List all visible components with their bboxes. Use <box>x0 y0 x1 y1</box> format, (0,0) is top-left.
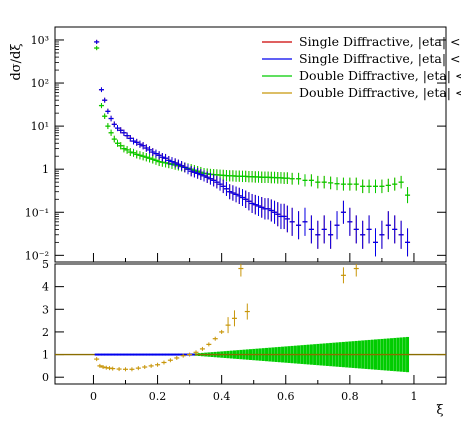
ratio-y-tick-label: 2 <box>42 326 49 339</box>
ratio-y-tick-label: 5 <box>42 258 49 271</box>
legend-label: Double Diffractive, |eta| < 5 <box>299 85 461 100</box>
x-tick-label: 0.2 <box>149 390 167 403</box>
ratio-y-tick-label: 3 <box>42 303 49 316</box>
main-y-axis-label: dσ/dξ <box>9 43 24 80</box>
legend-label: Single Diffractive, |eta| < 5 <box>299 34 461 49</box>
x-tick-label: 0 <box>90 390 97 403</box>
ratio-y-tick-label: 4 <box>42 281 49 294</box>
x-axis-label: ξ <box>436 403 443 418</box>
ratio-panel-frame <box>54 263 447 385</box>
ratio-y-tick-label: 1 <box>42 349 49 362</box>
main-y-tick-label: 10⁻¹ <box>25 206 49 219</box>
series-2 <box>94 45 411 204</box>
ratio-ticks: 0 1 2 3 4 5 0 0.2 0.4 0.6 0.8 1 <box>42 258 446 403</box>
main-panel-frame <box>54 26 447 263</box>
series-1 <box>94 39 411 257</box>
main-panel: 10³ 10² 10¹ 1 10⁻¹ 10⁻² dσ/dξ Single Diffract… <box>9 26 461 263</box>
legend-label: Double Diffractive, |eta| < 5 <box>299 68 461 83</box>
ratio-y-tick-label: 0 <box>42 371 49 384</box>
main-y-tick-label: 1 <box>42 163 49 176</box>
main-series-layer <box>94 39 411 257</box>
x-tick-label: 1 <box>410 390 417 403</box>
main-y-ticks: 10³ 10² 10¹ 1 10⁻¹ 10⁻² <box>25 26 446 262</box>
legend-label: Single Diffractive, |eta| < 5 <box>299 51 461 66</box>
main-y-tick-label: 10³ <box>31 34 49 47</box>
ratio-layer <box>55 264 446 373</box>
main-y-tick-label: 10² <box>31 77 49 90</box>
x-tick-label: 0.6 <box>277 390 295 403</box>
x-tick-label: 0.8 <box>341 390 359 403</box>
legend: Single Diffractive, |eta| < 5 Single Diff… <box>262 34 461 100</box>
x-tick-label: 0.4 <box>213 390 231 403</box>
ratio-panel: 0 1 2 3 4 5 0 0.2 0.4 0.6 0.8 1 ξ <box>42 258 447 418</box>
main-y-tick-label: 10⁻² <box>25 249 49 262</box>
main-y-tick-label: 10¹ <box>31 120 49 133</box>
